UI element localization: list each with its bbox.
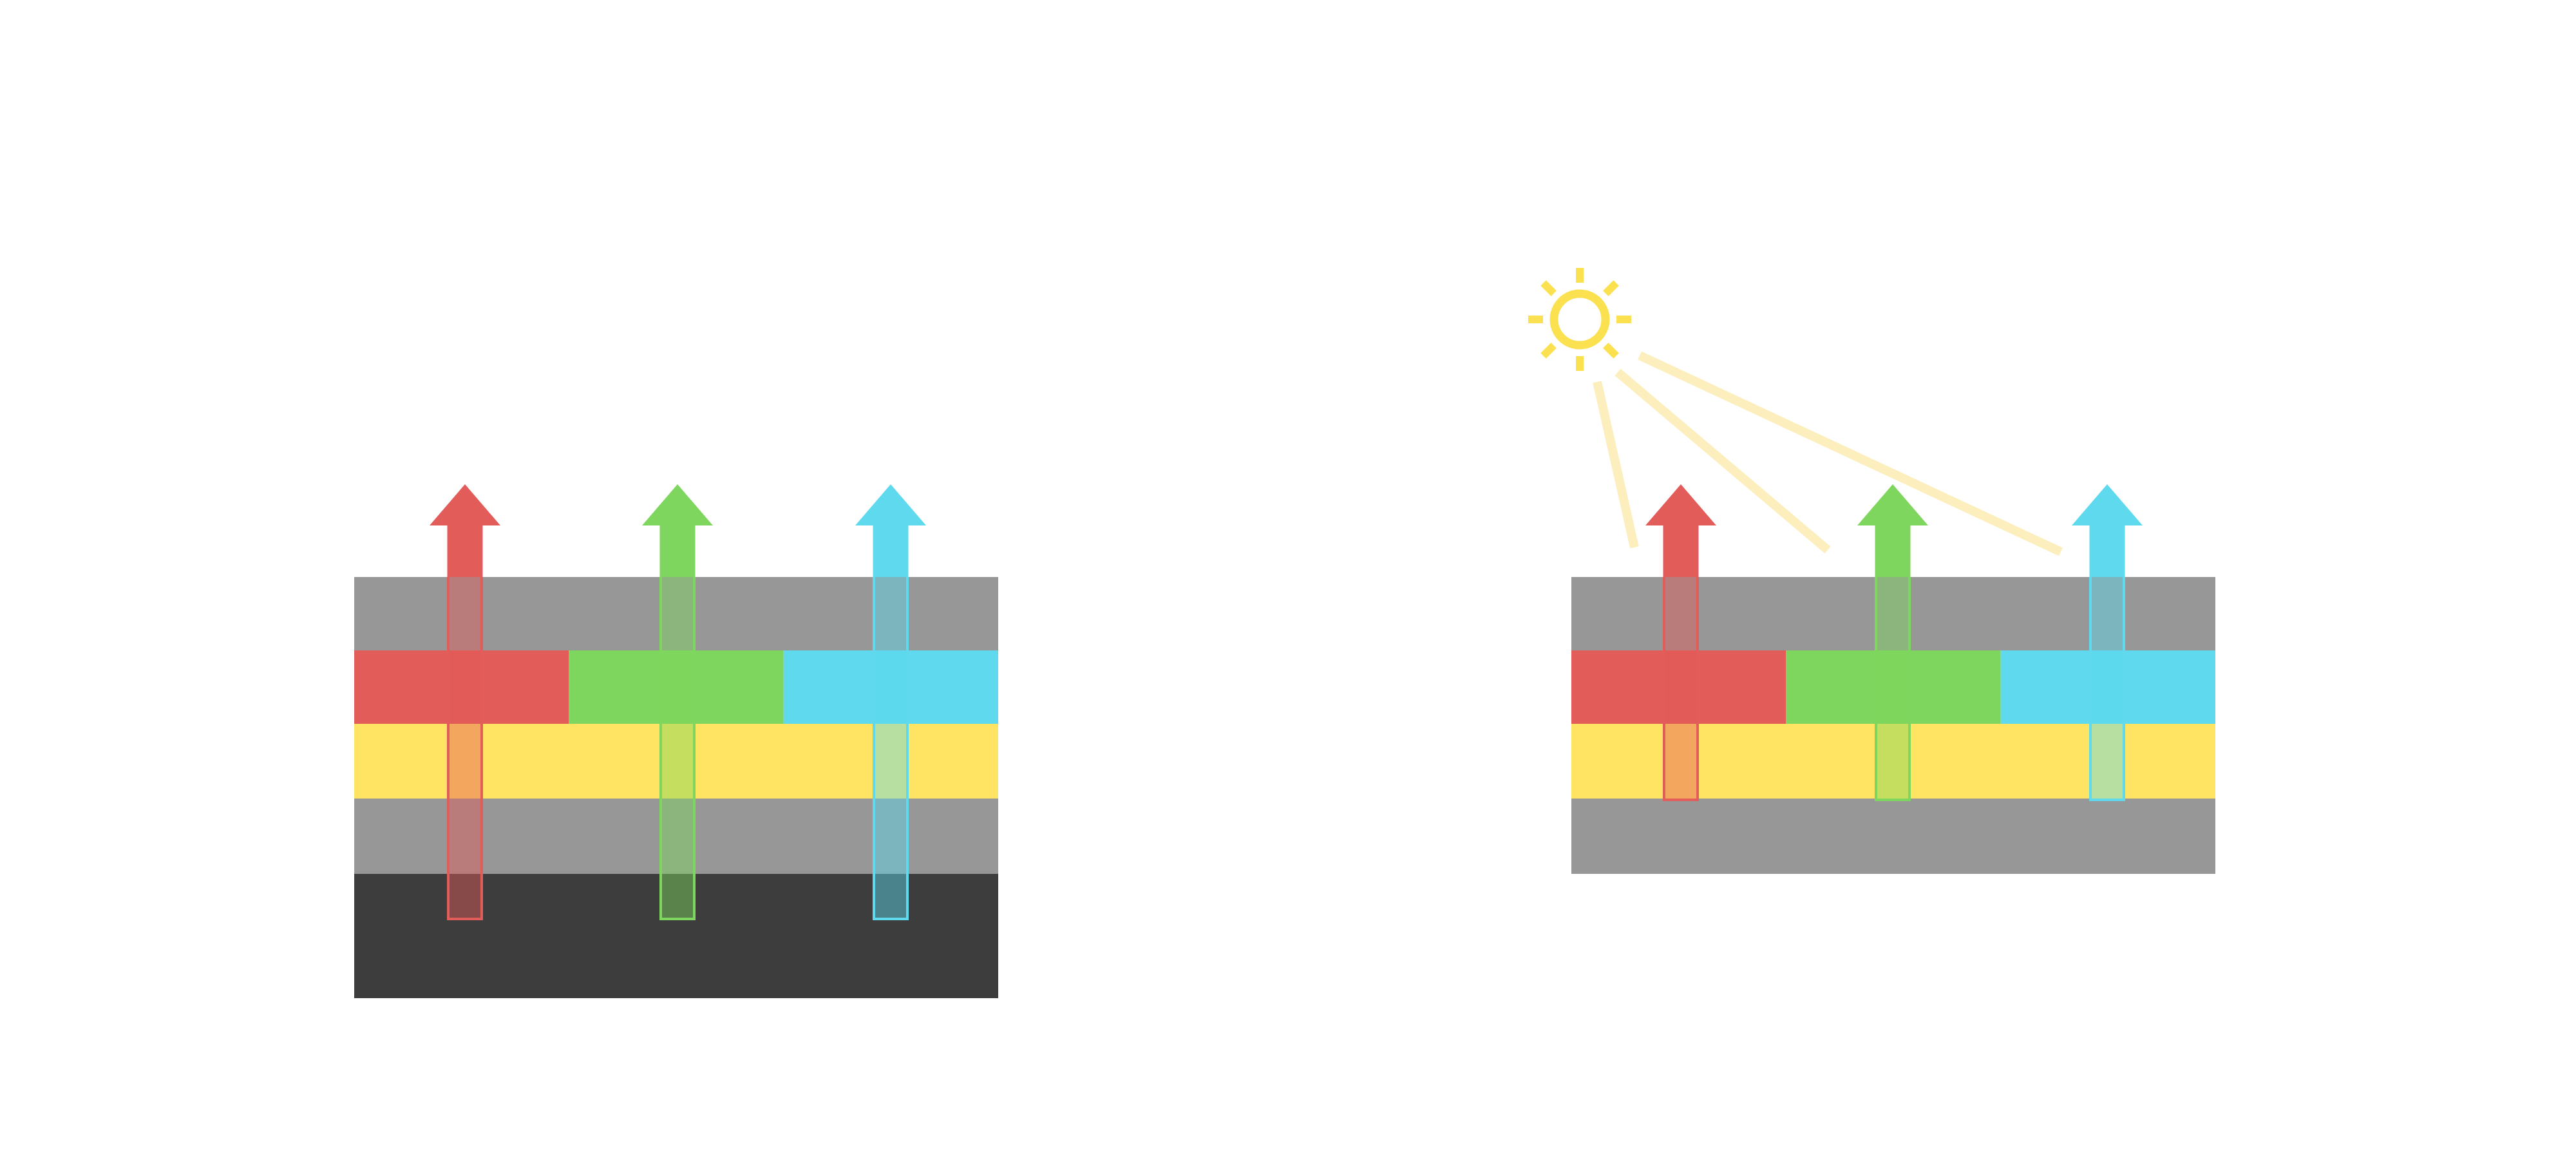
backlight-layer — [354, 874, 998, 998]
sun-ray — [1603, 343, 1619, 359]
green-light-arrow-inner-shaft — [1875, 577, 1911, 801]
crystal-layer — [354, 724, 998, 799]
reflector-layer — [1571, 799, 2215, 874]
sun-ray — [1540, 343, 1557, 359]
reflective-display-diagram — [1528, 268, 2215, 874]
sun-beam-3 — [1638, 351, 2063, 556]
sun-disc — [1549, 289, 1610, 350]
red-subpixel — [354, 650, 569, 724]
blue-light-arrow-inner-shaft — [873, 577, 909, 920]
blue-light-arrow — [855, 484, 926, 577]
blue-subpixel — [2000, 650, 2215, 724]
red-light-arrow-inner-shaft — [447, 577, 483, 920]
sun-ray — [1540, 280, 1557, 296]
red-subpixel — [1571, 650, 1786, 724]
backlit-display-diagram — [354, 484, 998, 998]
green-subpixel — [569, 650, 784, 724]
green-light-arrow — [642, 484, 713, 577]
sun-ray — [1603, 280, 1619, 296]
green-subpixel — [1786, 650, 2001, 724]
bottom-glass-layer — [354, 799, 998, 874]
sun-icon — [1528, 268, 1631, 371]
blue-subpixel — [783, 650, 998, 724]
sun-beam-1 — [1593, 381, 1639, 549]
blue-light-arrow-inner-shaft — [2089, 577, 2125, 801]
red-light-arrow — [430, 484, 500, 577]
crystal-layer — [1571, 724, 2215, 799]
green-light-arrow-inner-shaft — [659, 577, 696, 920]
top-glass-layer — [1571, 577, 2215, 650]
blue-light-arrow — [2072, 484, 2143, 577]
sun-beam-2 — [1615, 368, 1831, 554]
red-light-arrow-inner-shaft — [1663, 577, 1699, 801]
red-light-arrow — [1645, 484, 1716, 577]
top-glass-layer — [354, 577, 998, 650]
green-light-arrow — [1857, 484, 1928, 577]
